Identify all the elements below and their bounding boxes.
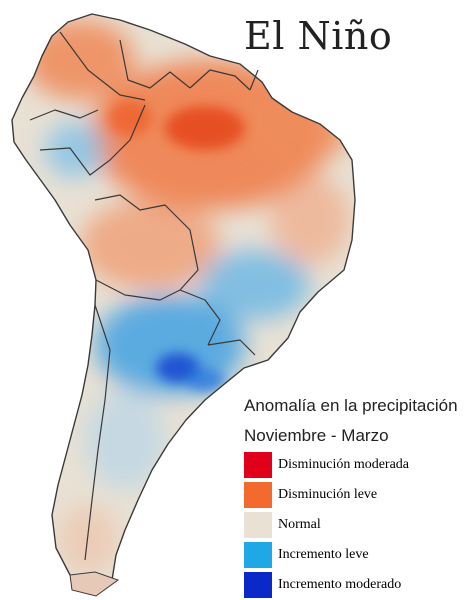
legend-label: Normal <box>278 517 321 532</box>
legend-label: Incremento leve <box>278 547 369 562</box>
legend-subtitle: Noviembre - Marzo <box>244 426 389 445</box>
legend-swatch <box>244 542 272 568</box>
map-title: El Niño <box>244 14 393 58</box>
legend-swatch <box>244 572 272 598</box>
tierra-del-fuego <box>69 571 120 597</box>
legend-swatch <box>244 482 272 508</box>
legend-swatch <box>244 512 272 538</box>
legend-title: Anomalía en la precipitación <box>244 396 458 415</box>
country-borders <box>11 13 356 589</box>
legend-item-normal: Normal <box>244 512 321 538</box>
legend-item-disminucion-moderada: Disminución moderada <box>244 452 409 478</box>
legend-item-disminucion-leve: Disminución leve <box>244 482 377 508</box>
legend-item-incremento-moderado: Incremento moderado <box>244 572 401 598</box>
legend-label: Incremento moderado <box>278 577 402 592</box>
legend-item-incremento-leve: Incremento leve <box>244 542 369 568</box>
legend-label: Disminución moderada <box>278 457 410 472</box>
legend-label: Disminución leve <box>278 487 378 502</box>
legend-swatch <box>244 452 272 478</box>
legend: Anomalía en la precipitación Noviembre -… <box>244 396 472 446</box>
